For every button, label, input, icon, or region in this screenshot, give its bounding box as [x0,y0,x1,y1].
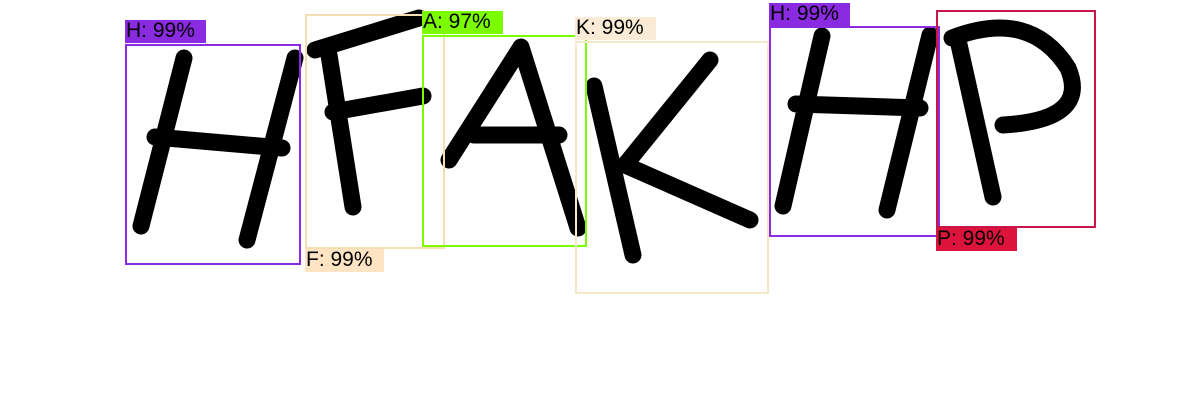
detection-label-a-3: A: 97% [422,11,503,34]
detection-label-k-4: K: 99% [575,17,656,40]
glyph-a [440,38,587,237]
glyph-k [585,51,759,264]
bounding-box-f-2 [305,14,445,249]
bounding-box-h-1 [125,44,301,265]
detection-label-f-2: F: 99% [305,249,384,272]
detection-label-h-1: H: 99% [125,20,206,43]
glyph-p [943,19,1081,206]
bounding-box-h-5 [769,26,940,237]
glyph-h-2 [774,26,939,219]
bounding-box-k-4 [575,41,769,294]
glyph-h-1 [132,49,304,249]
bounding-box-a-3 [422,35,587,247]
glyph-f [306,9,432,216]
bounding-box-p-6 [936,10,1096,228]
detection-label-p-6: P: 99% [936,228,1017,251]
detection-label-h-5: H: 99% [769,3,850,26]
